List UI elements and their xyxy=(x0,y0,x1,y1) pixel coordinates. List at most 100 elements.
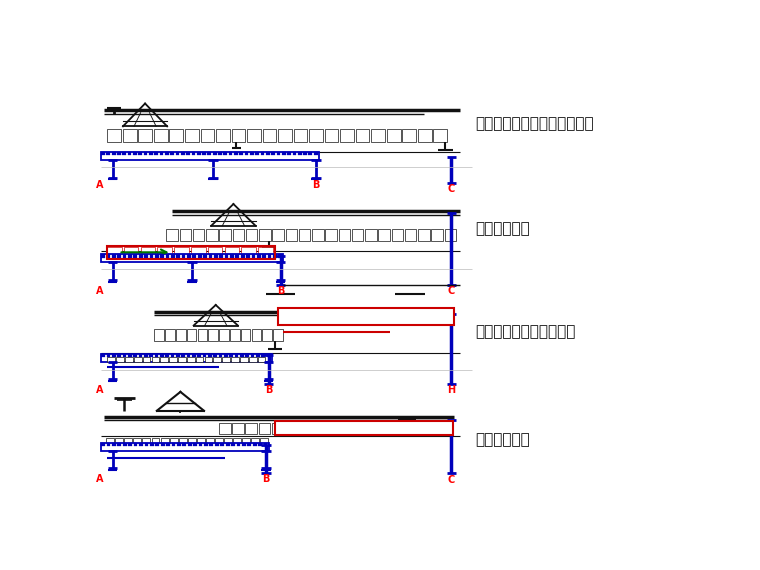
Bar xyxy=(252,329,261,341)
Bar xyxy=(123,443,127,446)
Bar xyxy=(185,128,198,142)
Bar xyxy=(188,443,192,446)
Bar xyxy=(165,152,169,155)
Bar xyxy=(340,128,354,142)
Bar xyxy=(196,357,204,362)
Bar xyxy=(125,438,132,443)
Bar xyxy=(258,357,265,362)
Bar xyxy=(267,353,271,357)
Bar xyxy=(206,229,217,241)
Bar xyxy=(299,229,310,241)
Bar xyxy=(216,128,230,142)
Bar xyxy=(261,353,265,357)
Bar xyxy=(241,254,245,258)
Bar xyxy=(144,152,147,155)
Bar xyxy=(204,357,212,362)
Bar xyxy=(122,254,126,258)
Bar xyxy=(198,254,201,258)
Bar xyxy=(214,353,217,357)
Bar xyxy=(117,152,121,155)
Bar xyxy=(220,329,229,341)
Bar xyxy=(117,254,121,258)
Bar xyxy=(187,254,191,258)
Bar xyxy=(242,438,250,443)
Bar xyxy=(274,329,283,341)
Bar xyxy=(261,152,264,155)
Bar xyxy=(262,329,272,341)
Bar xyxy=(293,152,296,155)
Bar xyxy=(429,422,440,434)
Text: 第一步：架桥机纵行前移就位: 第一步：架桥机纵行前移就位 xyxy=(475,116,594,131)
Bar xyxy=(160,353,163,357)
Bar xyxy=(225,247,239,257)
Bar xyxy=(250,152,254,155)
Bar xyxy=(166,254,169,258)
Bar xyxy=(172,443,176,446)
Bar xyxy=(258,247,273,257)
Bar xyxy=(438,424,449,434)
Bar xyxy=(112,254,116,258)
Bar xyxy=(287,152,291,155)
Bar xyxy=(245,229,258,241)
Bar xyxy=(242,443,245,446)
Bar xyxy=(204,443,208,446)
Bar xyxy=(241,329,250,341)
Bar xyxy=(169,128,183,142)
Bar xyxy=(154,329,164,341)
Text: A: A xyxy=(96,180,103,190)
Bar xyxy=(101,152,319,160)
Bar xyxy=(192,152,195,155)
Bar xyxy=(181,152,185,155)
Bar xyxy=(272,229,284,241)
Bar xyxy=(176,152,179,155)
Text: A: A xyxy=(96,385,103,395)
Bar xyxy=(418,229,429,241)
Bar xyxy=(251,353,255,357)
Bar xyxy=(106,438,114,443)
Text: C: C xyxy=(448,286,455,296)
Bar xyxy=(277,308,454,325)
Bar xyxy=(240,353,244,357)
Bar xyxy=(293,315,304,324)
Bar xyxy=(128,443,132,446)
Bar xyxy=(171,254,175,258)
Bar xyxy=(418,128,432,142)
Bar xyxy=(363,422,375,434)
Bar xyxy=(403,315,413,324)
Bar xyxy=(220,229,231,241)
Bar xyxy=(160,254,164,258)
Bar xyxy=(187,353,190,357)
Bar xyxy=(259,229,271,241)
Bar xyxy=(391,229,404,241)
Bar xyxy=(356,128,369,142)
Bar xyxy=(303,152,307,155)
Bar xyxy=(187,329,196,341)
Bar xyxy=(286,229,297,241)
Bar xyxy=(151,357,160,362)
Bar xyxy=(314,152,318,155)
Bar xyxy=(208,353,212,357)
Bar xyxy=(378,229,390,241)
Bar xyxy=(328,424,338,434)
Bar xyxy=(139,443,143,446)
Bar xyxy=(176,254,180,258)
Bar xyxy=(112,443,116,446)
Bar xyxy=(107,128,121,142)
Bar xyxy=(376,422,388,434)
Bar xyxy=(106,353,110,357)
Bar xyxy=(366,315,377,324)
Bar xyxy=(352,424,363,434)
Bar xyxy=(338,229,350,241)
Bar xyxy=(246,254,250,258)
Bar xyxy=(106,152,110,155)
Bar xyxy=(160,357,168,362)
Bar xyxy=(271,152,275,155)
Bar xyxy=(273,254,277,258)
Bar xyxy=(235,353,239,357)
Bar xyxy=(143,357,150,362)
Bar xyxy=(122,152,126,155)
Bar xyxy=(309,128,323,142)
Bar xyxy=(340,424,350,434)
Bar xyxy=(278,128,292,142)
Bar xyxy=(260,438,268,443)
